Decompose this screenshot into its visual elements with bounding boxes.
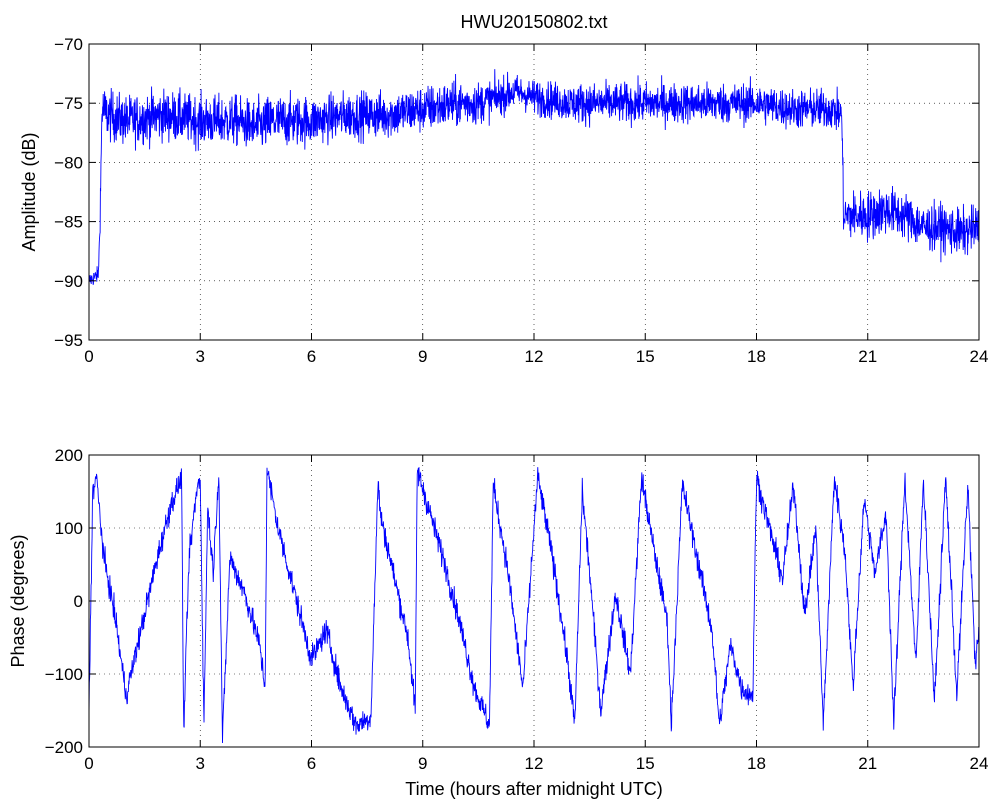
phase-xtick-label: 24 (970, 754, 989, 773)
amplitude-xtick-label: 21 (858, 347, 877, 366)
amplitude-xtick-label: 15 (636, 347, 655, 366)
amplitude-ylabel: Amplitude (dB) (19, 132, 39, 251)
amplitude-ytick-label: −90 (54, 272, 83, 291)
phase-xtick-label: 18 (747, 754, 766, 773)
amplitude-xtick-label: 0 (84, 347, 93, 366)
phase-xtick-label: 9 (418, 754, 427, 773)
phase-ytick-label: −100 (45, 665, 83, 684)
chart-title: HWU20150802.txt (460, 12, 607, 32)
phase-xlabel: Time (hours after midnight UTC) (405, 779, 662, 799)
phase-ytick-label: −200 (45, 738, 83, 757)
amplitude-ytick-label: −85 (54, 213, 83, 232)
amplitude-ticks: 0 3 6 9 12 15 18 21 24 −95 −90 −85 −80 −75 −70 (54, 35, 988, 366)
phase-xtick-label: 21 (858, 754, 877, 773)
amplitude-grid (89, 44, 979, 340)
phase-xtick-label: 12 (525, 754, 544, 773)
amplitude-xtick-label: 18 (747, 347, 766, 366)
amplitude-trace-layer (88, 69, 980, 285)
phase-xtick-label: 15 (636, 754, 655, 773)
phase-ticks: 0 3 6 9 12 15 18 21 24 −200 −100 0 100 200 (45, 446, 989, 773)
amplitude-xtick-label: 6 (307, 347, 316, 366)
phase-panel: 0 3 6 9 12 15 18 21 24 −200 −100 0 100 200 Phase (deg… (8, 446, 988, 799)
amplitude-xtick-label: 12 (525, 347, 544, 366)
phase-xtick-label: 6 (307, 754, 316, 773)
phase-xtick-label: 0 (84, 754, 93, 773)
amplitude-xtick-label: 9 (418, 347, 427, 366)
amplitude-ytick-label: −70 (54, 35, 83, 54)
amplitude-ytick-label: −80 (54, 153, 83, 172)
amplitude-series-line (88, 69, 980, 285)
phase-ytick-label: 100 (55, 519, 83, 538)
amplitude-ytick-label: −95 (54, 331, 83, 350)
phase-ytick-label: 200 (55, 446, 83, 465)
amplitude-xtick-label: 3 (196, 347, 205, 366)
amplitude-panel: 0 3 6 9 12 15 18 21 24 −95 −90 −85 −80 −75 −70 Amplitu… (19, 35, 988, 366)
phase-trace-layer (88, 467, 980, 744)
amplitude-ytick-label: −75 (54, 94, 83, 113)
phase-ytick-label: 0 (74, 592, 83, 611)
phase-series-line (88, 467, 980, 744)
phase-xtick-label: 3 (196, 754, 205, 773)
phase-ylabel: Phase (degrees) (8, 534, 28, 667)
amplitude-xtick-label: 24 (970, 347, 989, 366)
